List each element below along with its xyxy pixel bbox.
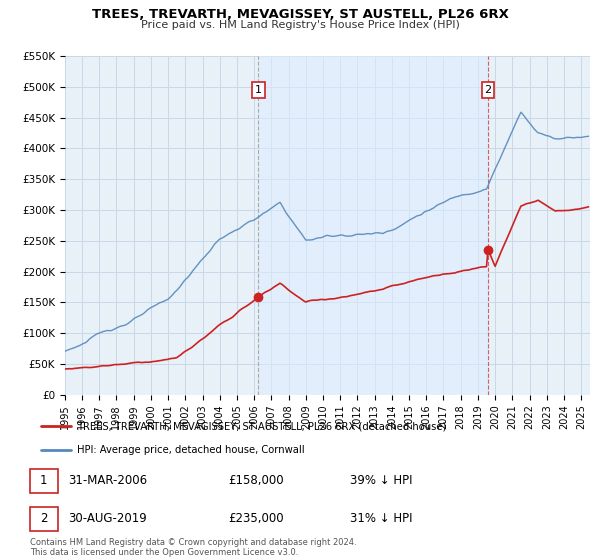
Text: 1: 1 xyxy=(255,85,262,95)
Text: £235,000: £235,000 xyxy=(229,512,284,525)
Text: 2: 2 xyxy=(40,512,47,525)
Text: 39% ↓ HPI: 39% ↓ HPI xyxy=(350,474,413,487)
Text: 2: 2 xyxy=(484,85,491,95)
Text: 1: 1 xyxy=(40,474,47,487)
FancyBboxPatch shape xyxy=(30,507,58,531)
Text: £158,000: £158,000 xyxy=(229,474,284,487)
FancyBboxPatch shape xyxy=(30,469,58,493)
Text: TREES, TREVARTH, MEVAGISSEY, ST AUSTELL, PL26 6RX (detached house): TREES, TREVARTH, MEVAGISSEY, ST AUSTELL,… xyxy=(77,421,446,431)
Text: Price paid vs. HM Land Registry's House Price Index (HPI): Price paid vs. HM Land Registry's House … xyxy=(140,20,460,30)
Text: 31-MAR-2006: 31-MAR-2006 xyxy=(68,474,148,487)
Text: HPI: Average price, detached house, Cornwall: HPI: Average price, detached house, Corn… xyxy=(77,445,305,455)
Text: 30-AUG-2019: 30-AUG-2019 xyxy=(68,512,148,525)
Text: Contains HM Land Registry data © Crown copyright and database right 2024.
This d: Contains HM Land Registry data © Crown c… xyxy=(30,538,356,557)
Text: TREES, TREVARTH, MEVAGISSEY, ST AUSTELL, PL26 6RX: TREES, TREVARTH, MEVAGISSEY, ST AUSTELL,… xyxy=(92,8,508,21)
Text: 31% ↓ HPI: 31% ↓ HPI xyxy=(350,512,413,525)
Bar xyxy=(259,56,488,395)
